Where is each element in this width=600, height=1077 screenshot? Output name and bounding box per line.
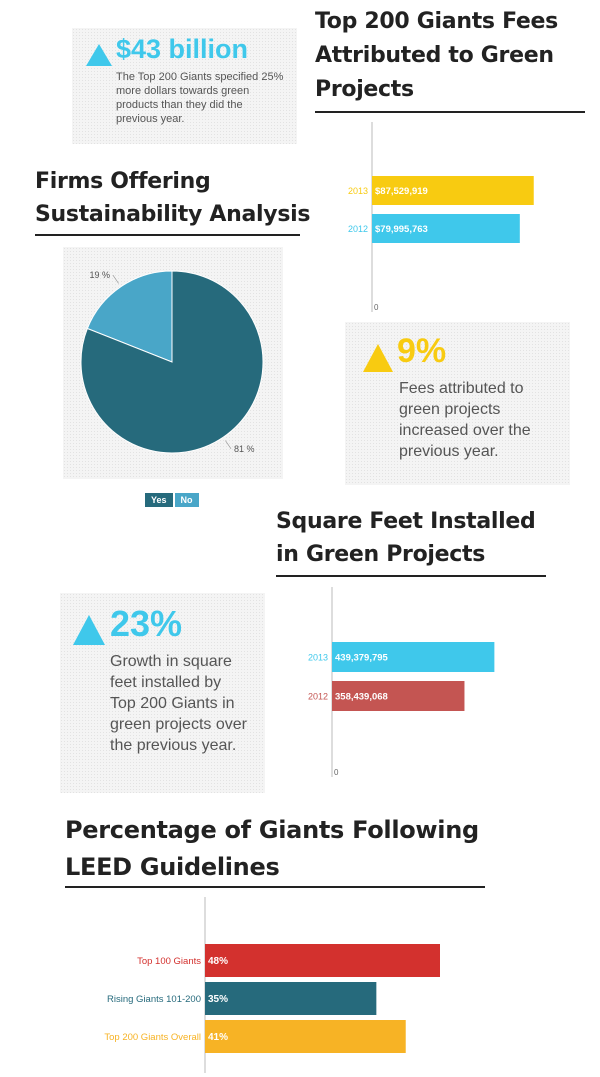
- leed-value-label: 41%: [208, 1032, 228, 1043]
- leed-bar-top-200-giants-overall: [205, 1020, 406, 1053]
- fees-category-label: 2012: [348, 224, 368, 234]
- stat-43b-value: $43 billion: [116, 34, 249, 64]
- stat-9-card: 9% Fees attributed to green projects inc…: [345, 322, 570, 485]
- leed-value-label: 35%: [208, 994, 228, 1005]
- fees-value-label: $87,529,919: [375, 186, 428, 197]
- sqft-value-label: 439,379,795: [335, 653, 389, 664]
- up-triangle-icon: [73, 615, 105, 645]
- leed-title-rule: [65, 886, 485, 888]
- pie-slice-no: [86, 270, 173, 363]
- fees-chart-title: Top 200 Giants Fees Attributed to Green …: [315, 9, 558, 102]
- fees-bar-2012: [372, 214, 520, 243]
- leed-bar-chart: Top 100 Giants 48% Rising Giants 101-200 35…: [104, 897, 440, 1073]
- sqft-zero-tick-label: 0: [334, 768, 339, 777]
- sqft-value-label: 358,439,068: [335, 692, 388, 703]
- fees-value-label: $79,995,763: [375, 224, 428, 235]
- up-triangle-icon: [86, 44, 112, 66]
- sqft-category-label: 2013: [308, 653, 328, 663]
- pie-value-label: 19 %: [89, 270, 110, 280]
- fees-title-rule: [315, 111, 585, 113]
- stat-43b-text: The Top 200 Giants specified 25% more do…: [116, 71, 284, 125]
- sustainability-title-rule: [35, 234, 300, 236]
- fees-zero-tick-label: 0: [374, 303, 379, 312]
- leed-category-label: Top 200 Giants Overall: [104, 1032, 201, 1043]
- stat-9-value: 9%: [397, 332, 447, 370]
- stat-23-text: Growth in square feet installed by Top 2…: [110, 653, 247, 754]
- legend-no: No: [174, 493, 199, 507]
- stat-43b-card: $43 billion The Top 200 Giants specified…: [72, 28, 297, 144]
- sqft-bar-2012: [332, 681, 465, 711]
- leed-bar-rising-giants-101-200: [205, 982, 377, 1015]
- pie-value-label: 81 %: [234, 444, 255, 454]
- pie-legend: Yes No: [145, 488, 199, 507]
- sqft-chart-title: Square Feet Installed in Green Projects: [276, 509, 536, 567]
- fees-category-label: 2013: [348, 186, 368, 196]
- sustainability-chart-title: Firms Offering Sustainability Analysis: [35, 169, 311, 227]
- pie-slice-yes: [80, 270, 264, 454]
- pie-leader-line: [225, 440, 232, 450]
- stat-23-value: 23%: [110, 603, 183, 644]
- sqft-bar-chart: 2013 439,379,795 2012 358,439,068 0: [308, 587, 495, 777]
- sustainability-pie-chart: 19 % 81 %: [80, 270, 264, 454]
- leed-bar-top-100-giants: [205, 944, 440, 977]
- stat-23-card: 23% Growth in square feet installed by T…: [60, 593, 265, 793]
- leed-value-label: 48%: [208, 956, 228, 967]
- sqft-title-rule: [276, 575, 546, 577]
- up-triangle-icon: [363, 344, 393, 372]
- leed-category-label: Rising Giants 101-200: [107, 994, 201, 1005]
- pie-leader-line: [112, 274, 119, 284]
- leed-chart-title: Percentage of Giants Following LEED Guid…: [65, 816, 479, 881]
- sqft-bar-2013: [332, 642, 495, 672]
- sqft-category-label: 2012: [308, 692, 328, 702]
- fees-bar-2013: [372, 176, 534, 205]
- stat-9-text: Fees attributed to green projects increa…: [399, 380, 531, 460]
- legend-yes: Yes: [145, 493, 173, 507]
- fees-bar-chart: 2013 $87,529,919 2012 $79,995,763 0: [348, 122, 534, 312]
- leed-category-label: Top 100 Giants: [137, 956, 201, 967]
